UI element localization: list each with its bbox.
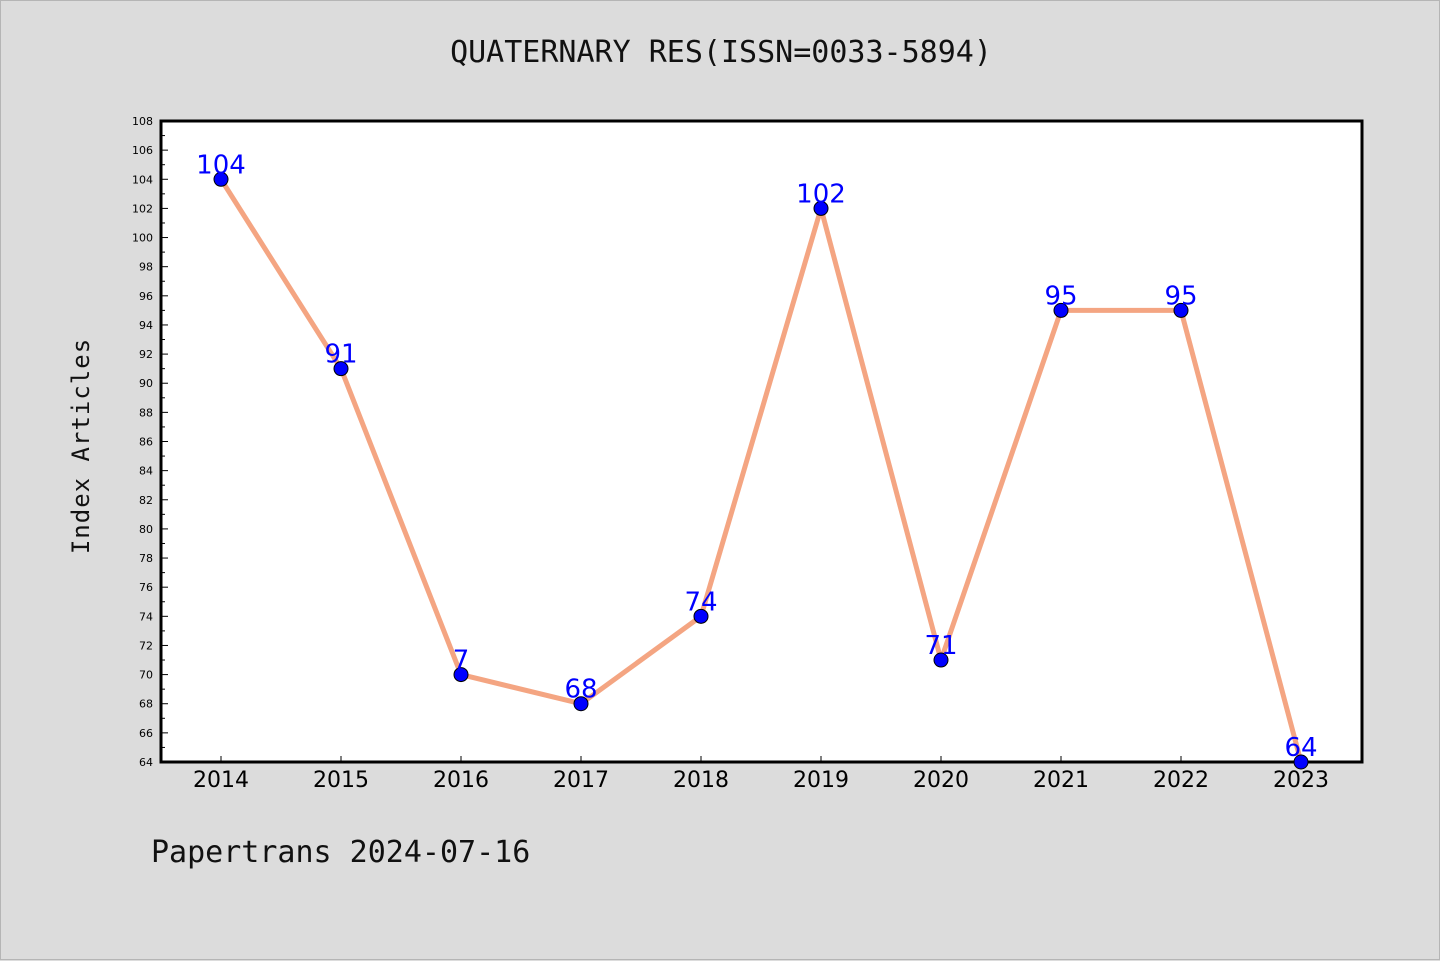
y-tick-label: 66 bbox=[139, 727, 153, 740]
data-label: 102 bbox=[796, 179, 846, 209]
data-point bbox=[693, 608, 709, 624]
data-label: 91 bbox=[324, 340, 357, 370]
y-tick-label: 86 bbox=[139, 436, 153, 449]
y-tick-label: 92 bbox=[139, 348, 153, 361]
y-tick-label: 82 bbox=[139, 494, 153, 507]
y-tick-label: 76 bbox=[139, 581, 153, 594]
x-tick-label: 2022 bbox=[1153, 768, 1209, 793]
data-point bbox=[1293, 754, 1309, 770]
x-tick-label: 2014 bbox=[193, 768, 249, 793]
y-tick-label: 88 bbox=[139, 406, 153, 419]
x-tick-label: 2016 bbox=[433, 768, 489, 793]
x-tick-label: 2017 bbox=[553, 768, 609, 793]
y-tick-label: 102 bbox=[132, 202, 153, 215]
y-tick-label: 94 bbox=[139, 319, 153, 332]
data-point bbox=[213, 171, 229, 187]
y-tick-label: 108 bbox=[132, 115, 153, 128]
data-point bbox=[333, 361, 349, 377]
y-tick-label: 68 bbox=[139, 698, 153, 711]
y-tick-label: 98 bbox=[139, 261, 153, 274]
x-tick-label: 2018 bbox=[673, 768, 729, 793]
y-tick-label: 90 bbox=[139, 377, 153, 390]
data-point bbox=[1173, 302, 1189, 318]
data-label: 71 bbox=[924, 631, 957, 661]
y-tick-label: 84 bbox=[139, 465, 153, 478]
chart-title: QUATERNARY RES(ISSN=0033-5894) bbox=[450, 35, 992, 70]
plot-frame bbox=[159, 119, 1364, 764]
data-point bbox=[813, 200, 829, 216]
x-tick-label: 2023 bbox=[1273, 768, 1329, 793]
y-tick-label: 96 bbox=[139, 290, 153, 303]
data-point bbox=[453, 667, 469, 683]
y-tick-label: 104 bbox=[132, 173, 153, 186]
footer-credit: Papertrans 2024-07-16 bbox=[151, 835, 531, 870]
plot-area bbox=[161, 121, 1362, 762]
x-tick-label: 2020 bbox=[913, 768, 969, 793]
x-tick-label: 2021 bbox=[1033, 768, 1089, 793]
y-tick-label: 74 bbox=[139, 610, 153, 623]
data-label: 68 bbox=[564, 675, 597, 705]
data-label: 64 bbox=[1284, 733, 1317, 763]
y-tick-label: 64 bbox=[139, 756, 153, 769]
data-label: 74 bbox=[684, 587, 717, 617]
data-point bbox=[933, 652, 949, 668]
data-label: 95 bbox=[1164, 281, 1197, 311]
x-tick-label: 2019 bbox=[793, 768, 849, 793]
y-tick-label: 106 bbox=[132, 144, 153, 157]
data-label: 95 bbox=[1044, 281, 1077, 311]
data-point bbox=[573, 696, 589, 712]
series-line bbox=[218, 176, 1304, 765]
data-label: 104 bbox=[196, 150, 246, 180]
y-tick-label: 78 bbox=[139, 552, 153, 565]
y-tick-label: 70 bbox=[139, 669, 153, 682]
y-tick-label: 100 bbox=[132, 232, 153, 245]
y-tick-label: 80 bbox=[139, 523, 153, 536]
data-label: 7 bbox=[453, 646, 470, 676]
data-point bbox=[1053, 302, 1069, 318]
x-tick-label: 2015 bbox=[313, 768, 369, 793]
y-tick-label: 72 bbox=[139, 639, 153, 652]
